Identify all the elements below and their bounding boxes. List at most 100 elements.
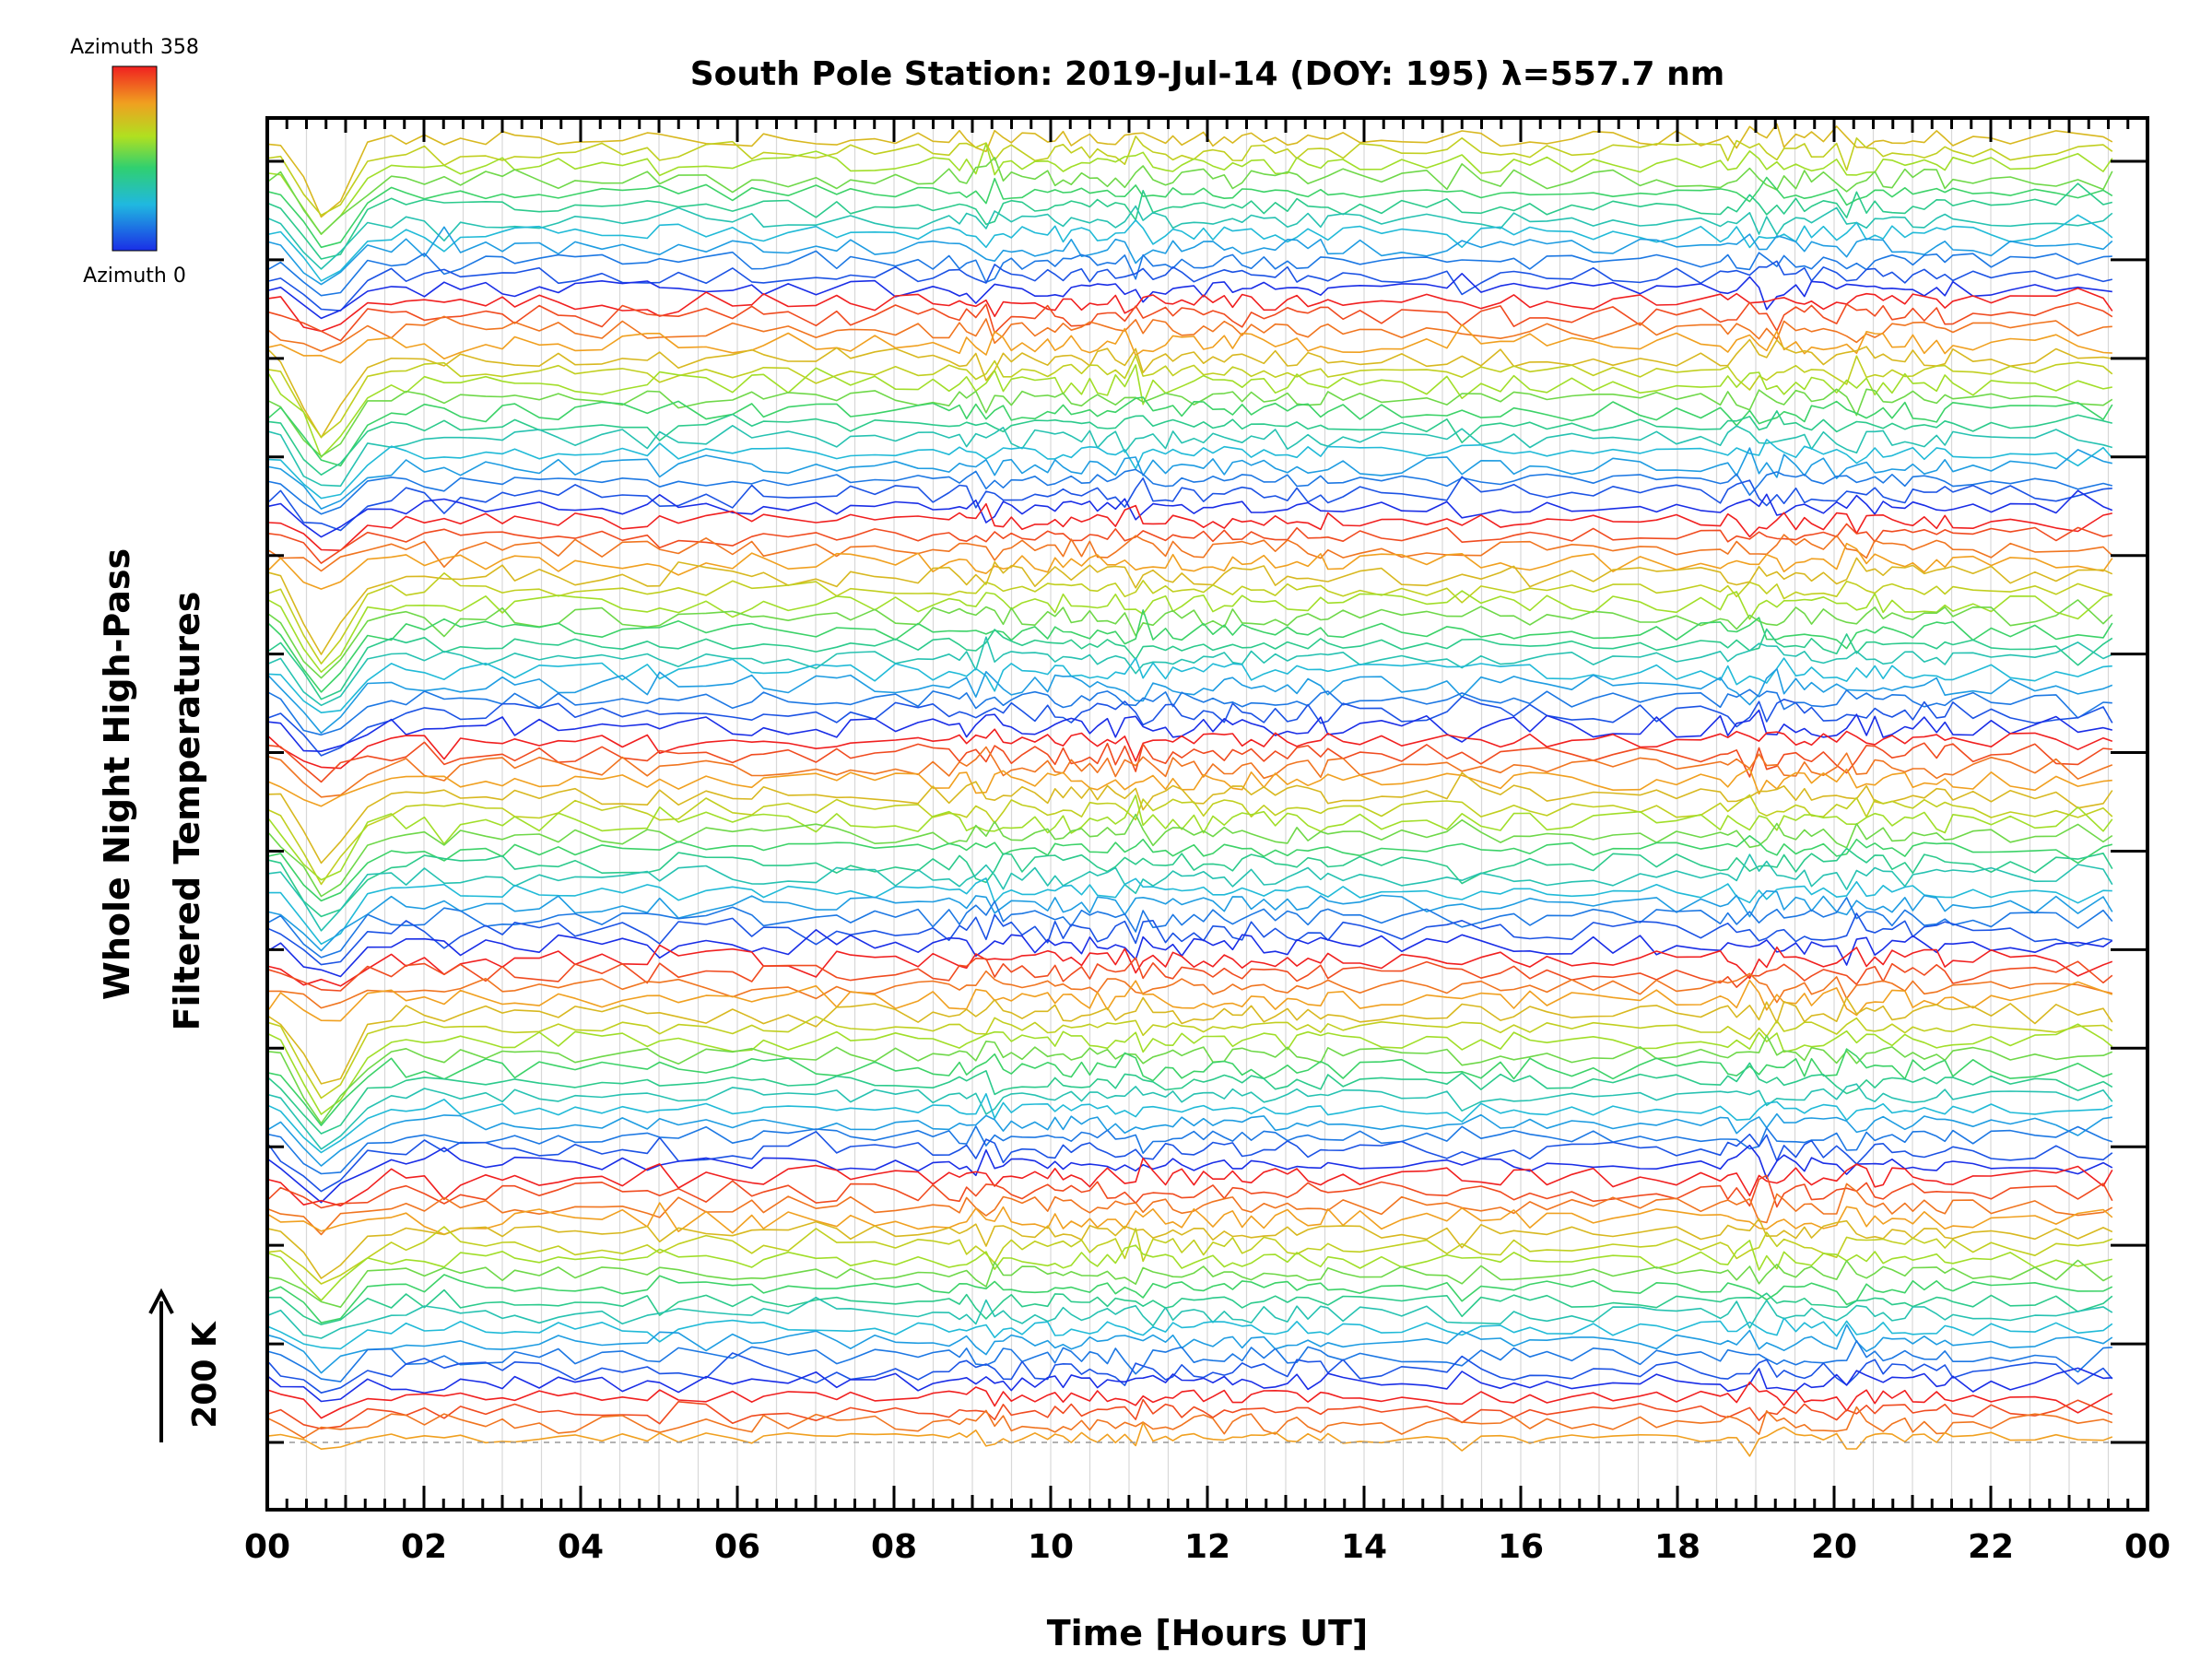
- x-tick-label: 10: [1028, 1528, 1074, 1566]
- azimuth-trace: [268, 176, 2113, 249]
- azimuth-trace: [268, 877, 2112, 946]
- vertical-gridlines: [305, 118, 2110, 1510]
- azimuth-trace: [268, 338, 2112, 439]
- azimuth-trace: [268, 214, 2113, 282]
- azimuth-trace: [268, 1324, 2113, 1374]
- azimuth-trace: [268, 794, 2113, 886]
- azimuth-trace: [268, 1339, 2112, 1382]
- azimuth-trace: [268, 1367, 2112, 1403]
- azimuth-trace: [268, 1062, 2113, 1135]
- azimuth-trace: [268, 979, 2113, 1022]
- azimuth-trace: [268, 226, 2113, 286]
- x-tick-label: 00: [2124, 1528, 2171, 1566]
- scale-bar-label: 200 K: [186, 1321, 224, 1429]
- azimuth-trace: [268, 157, 2113, 235]
- azimuth-trace: [268, 364, 2112, 458]
- azimuth-trace: [268, 572, 2113, 665]
- azimuth-trace: [268, 287, 2113, 333]
- colorbar-top-label: Azimuth 358: [70, 36, 199, 59]
- azimuth-trace: [268, 1381, 2113, 1419]
- azimuth-trace: [268, 1240, 2112, 1301]
- x-tick-label: 18: [1654, 1528, 1700, 1566]
- azimuth-trace: [268, 853, 2113, 932]
- azimuth-trace: [268, 354, 2113, 439]
- azimuth-trace: [268, 889, 2113, 952]
- azimuth-trace: [268, 794, 2113, 881]
- azimuth-trace: [268, 1352, 2113, 1394]
- scale-bar-arrowhead: [148, 1288, 174, 1314]
- azimuth-trace: [268, 388, 2113, 457]
- chart-title: South Pole Station: 2019-Jul-14 (DOY: 19…: [690, 55, 1725, 93]
- azimuth-trace: [268, 410, 2112, 476]
- azimuth-trace: [268, 636, 2113, 707]
- x-tick-label: 16: [1498, 1528, 1544, 1566]
- azimuth-trace: [268, 912, 2112, 966]
- azimuth-trace: [268, 1422, 2113, 1457]
- azimuth-trace: [268, 957, 2113, 992]
- x-tick-label: 20: [1811, 1528, 1857, 1566]
- x-tick-label: 00: [244, 1528, 290, 1566]
- x-tick-labels: 00 02 04 06 08 10 12 14 16 18 20 22 00: [244, 1528, 2171, 1566]
- azimuth-trace: [268, 1398, 2113, 1430]
- azimuth-trace: [268, 534, 2113, 572]
- azimuth-trace: [268, 1093, 2113, 1154]
- x-axis-label: Time [Hours UT]: [1047, 1613, 1369, 1653]
- x-tick-label: 22: [1968, 1528, 2014, 1566]
- x-tick-label: 04: [558, 1528, 604, 1566]
- azimuth-trace: [268, 1259, 2113, 1308]
- azimuth-trace: [268, 1144, 2113, 1204]
- colorbar-bottom-label: Azimuth 0: [83, 265, 186, 288]
- y-axis-label-line2: Filtered Temperatures: [167, 592, 207, 1031]
- scale-bar: 200 K: [148, 1288, 224, 1442]
- azimuth-trace: [268, 590, 2112, 673]
- x-tick-label: 02: [401, 1528, 447, 1566]
- azimuth-trace: [268, 897, 2113, 959]
- azimuth-trace: [268, 771, 2113, 865]
- azimuth-trace: [268, 1016, 2113, 1100]
- azimuth-trace: [268, 439, 2113, 500]
- azimuth-trace: [268, 688, 2112, 736]
- azimuth-trace: [268, 609, 2113, 693]
- azimuth-trace: [268, 1226, 2113, 1285]
- azimuth-trace: [268, 657, 2112, 713]
- azimuth-trace: [268, 143, 2113, 235]
- azimuth-trace: [268, 1083, 2113, 1150]
- azimuth-trace: [268, 523, 2112, 564]
- azimuth-trace: [268, 1125, 2113, 1175]
- azimuth-trace: [268, 1288, 2113, 1325]
- trace-layer: [268, 123, 2113, 1457]
- azimuth-trace: [268, 628, 2113, 700]
- azimuth-trace: [268, 250, 2112, 297]
- azimuth-trace: [268, 1131, 2113, 1193]
- azimuth-trace: [268, 135, 2113, 217]
- azimuth-trace: [268, 599, 2113, 679]
- x-tick-label: 14: [1341, 1528, 1387, 1566]
- azimuth-trace: [268, 205, 2113, 270]
- azimuth-trace: [268, 696, 2113, 757]
- azimuth-trace: [268, 728, 2113, 770]
- azimuth-trace: [268, 996, 2113, 1085]
- azimuth-trace: [268, 502, 2112, 551]
- azimuth-trace: [268, 667, 2113, 735]
- y-axis-label-line1: Whole Night High-Pass: [97, 548, 137, 1000]
- azimuth-trace: [268, 847, 2113, 918]
- axis-ticks: [265, 118, 2149, 1510]
- azimuth-trace: [268, 542, 2113, 590]
- azimuth-trace: [268, 1174, 2113, 1209]
- azimuth-trace: [268, 447, 2112, 510]
- azimuth-trace: [268, 1296, 2113, 1339]
- azimuth-trace: [268, 273, 2112, 320]
- azimuth-trace: [268, 1048, 2113, 1126]
- azimuth-trace: [268, 1182, 2113, 1236]
- azimuth-trace: [268, 741, 2112, 783]
- azimuth-trace: [268, 324, 2112, 364]
- azimuth-trace: [268, 1406, 2113, 1439]
- azimuth-trace: [268, 1112, 2112, 1167]
- azimuth-trace: [268, 1157, 2113, 1206]
- azimuth-trace: [268, 944, 2113, 987]
- colorbar: [112, 65, 158, 252]
- azimuth-trace: [268, 123, 2113, 218]
- azimuth-trace: [268, 1274, 2113, 1324]
- azimuth-trace: [268, 301, 2113, 342]
